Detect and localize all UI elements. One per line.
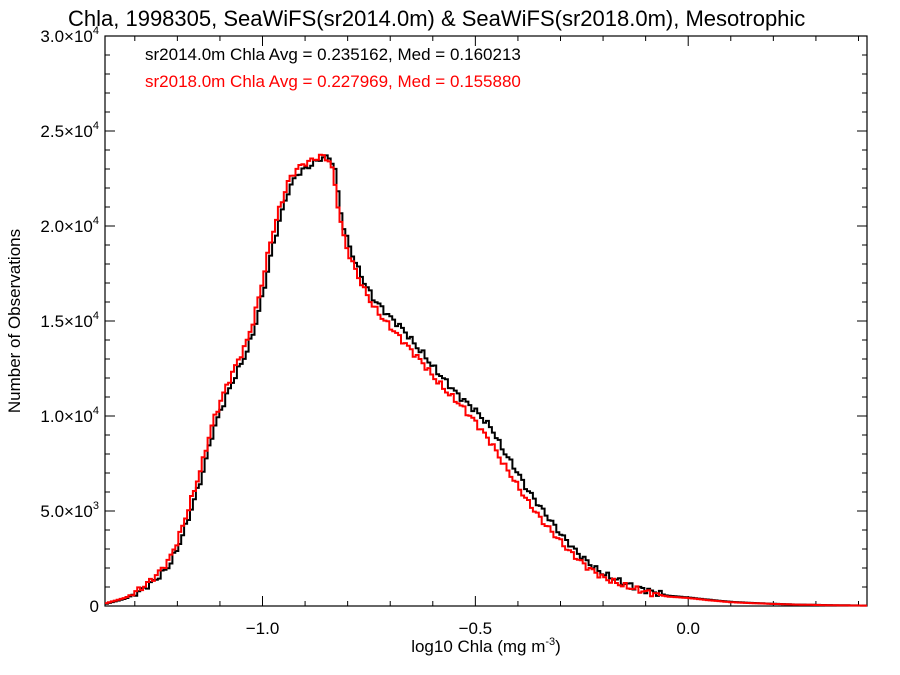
histogram-series-line (105, 154, 867, 607)
x-tick-label: 0.0 (676, 619, 700, 638)
y-tick-label: 2.5×104 (40, 120, 99, 141)
y-tick-label: 1.5×104 (40, 310, 99, 331)
y-axis-ticks (105, 35, 867, 607)
y-tick-label: 3.0×104 (40, 25, 99, 46)
histogram-series-line (105, 153, 867, 607)
legend: sr2014.0m Chla Avg = 0.235162, Med = 0.1… (145, 45, 521, 91)
y-tick-label: 5.0×103 (40, 500, 99, 521)
chart-title: Chla, 1998305, SeaWiFS(sr2014.0m) & SeaW… (68, 6, 805, 31)
x-axis-title-end: ) (555, 637, 561, 656)
plot-frame (104, 35, 868, 607)
plot-area (104, 35, 868, 607)
legend-entry: sr2018.0m Chla Avg = 0.227969, Med = 0.1… (145, 72, 521, 91)
x-axis-title: log10 Chla (mg m-3) (411, 636, 561, 656)
x-axis-title-main: log10 Chla (mg m (411, 637, 545, 656)
x-axis-ticks (134, 36, 859, 606)
x-axis-title-exponent: -3 (545, 636, 555, 648)
x-tick-label: −1.0 (246, 619, 280, 638)
y-axis-tick-labels: 0 5.0×103 1.0×104 1.5×104 2.0×104 2.5×104 3.0×… (40, 25, 99, 616)
x-tick-label: −0.5 (459, 619, 493, 638)
y-axis-title: Number of Observations (5, 229, 24, 413)
series-layer (105, 153, 867, 607)
legend-entry: sr2014.0m Chla Avg = 0.235162, Med = 0.1… (145, 45, 521, 64)
y-tick-label: 2.0×104 (40, 215, 99, 236)
x-axis-tick-labels: −1.0 −0.5 0.0 (246, 619, 700, 638)
y-tick-label: 0 (90, 597, 99, 616)
y-tick-label: 1.0×104 (40, 405, 99, 426)
